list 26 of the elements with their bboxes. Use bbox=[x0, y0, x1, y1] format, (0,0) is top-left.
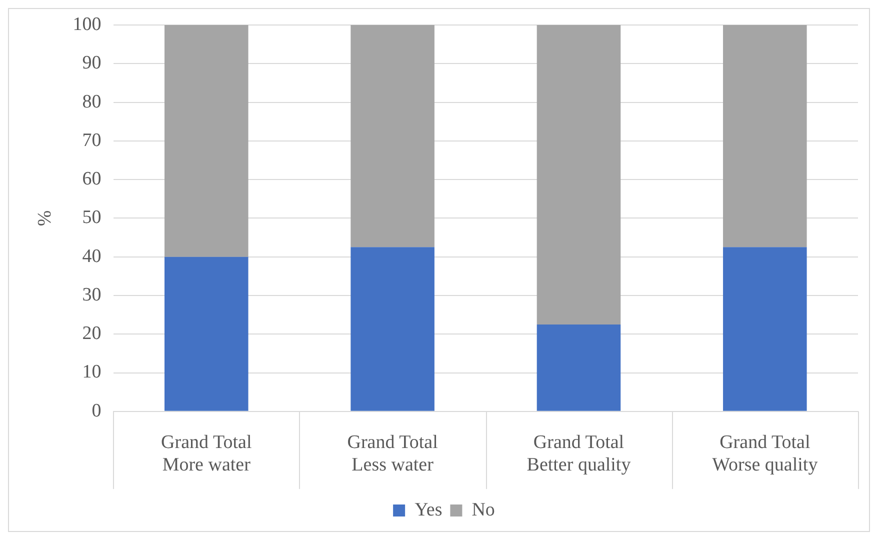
y-tick-label: 90 bbox=[82, 52, 102, 74]
bar bbox=[164, 256, 248, 411]
y-tick-label: 30 bbox=[82, 284, 102, 306]
legend-label: No bbox=[472, 499, 495, 520]
y-tick-label: 100 bbox=[72, 14, 102, 35]
y-tick-label: 10 bbox=[82, 362, 102, 383]
x-tick-label: Grand Total Worse quality bbox=[712, 432, 818, 476]
y-tick-label: 60 bbox=[82, 168, 102, 190]
y-tick-label: 40 bbox=[82, 246, 102, 267]
bar bbox=[164, 25, 248, 257]
y-tick-label: 0 bbox=[92, 400, 102, 422]
x-tick-label: Grand Total Less water bbox=[347, 432, 438, 476]
y-tick-label: 50 bbox=[82, 207, 102, 228]
y-axis-title: % bbox=[34, 210, 56, 226]
x-tick-label: Grand Total More water bbox=[161, 432, 252, 476]
bar bbox=[723, 247, 807, 411]
legend-label: Yes bbox=[414, 499, 442, 520]
bar bbox=[723, 25, 807, 248]
bar bbox=[350, 25, 434, 248]
bar bbox=[536, 324, 621, 411]
bar bbox=[536, 25, 621, 324]
y-tick-label: 80 bbox=[82, 91, 102, 112]
y-tick-label: 70 bbox=[82, 130, 102, 151]
x-tick-label: Grand Total Better quality bbox=[526, 432, 632, 476]
y-tick-label: 20 bbox=[82, 323, 102, 344]
bar bbox=[350, 247, 434, 411]
